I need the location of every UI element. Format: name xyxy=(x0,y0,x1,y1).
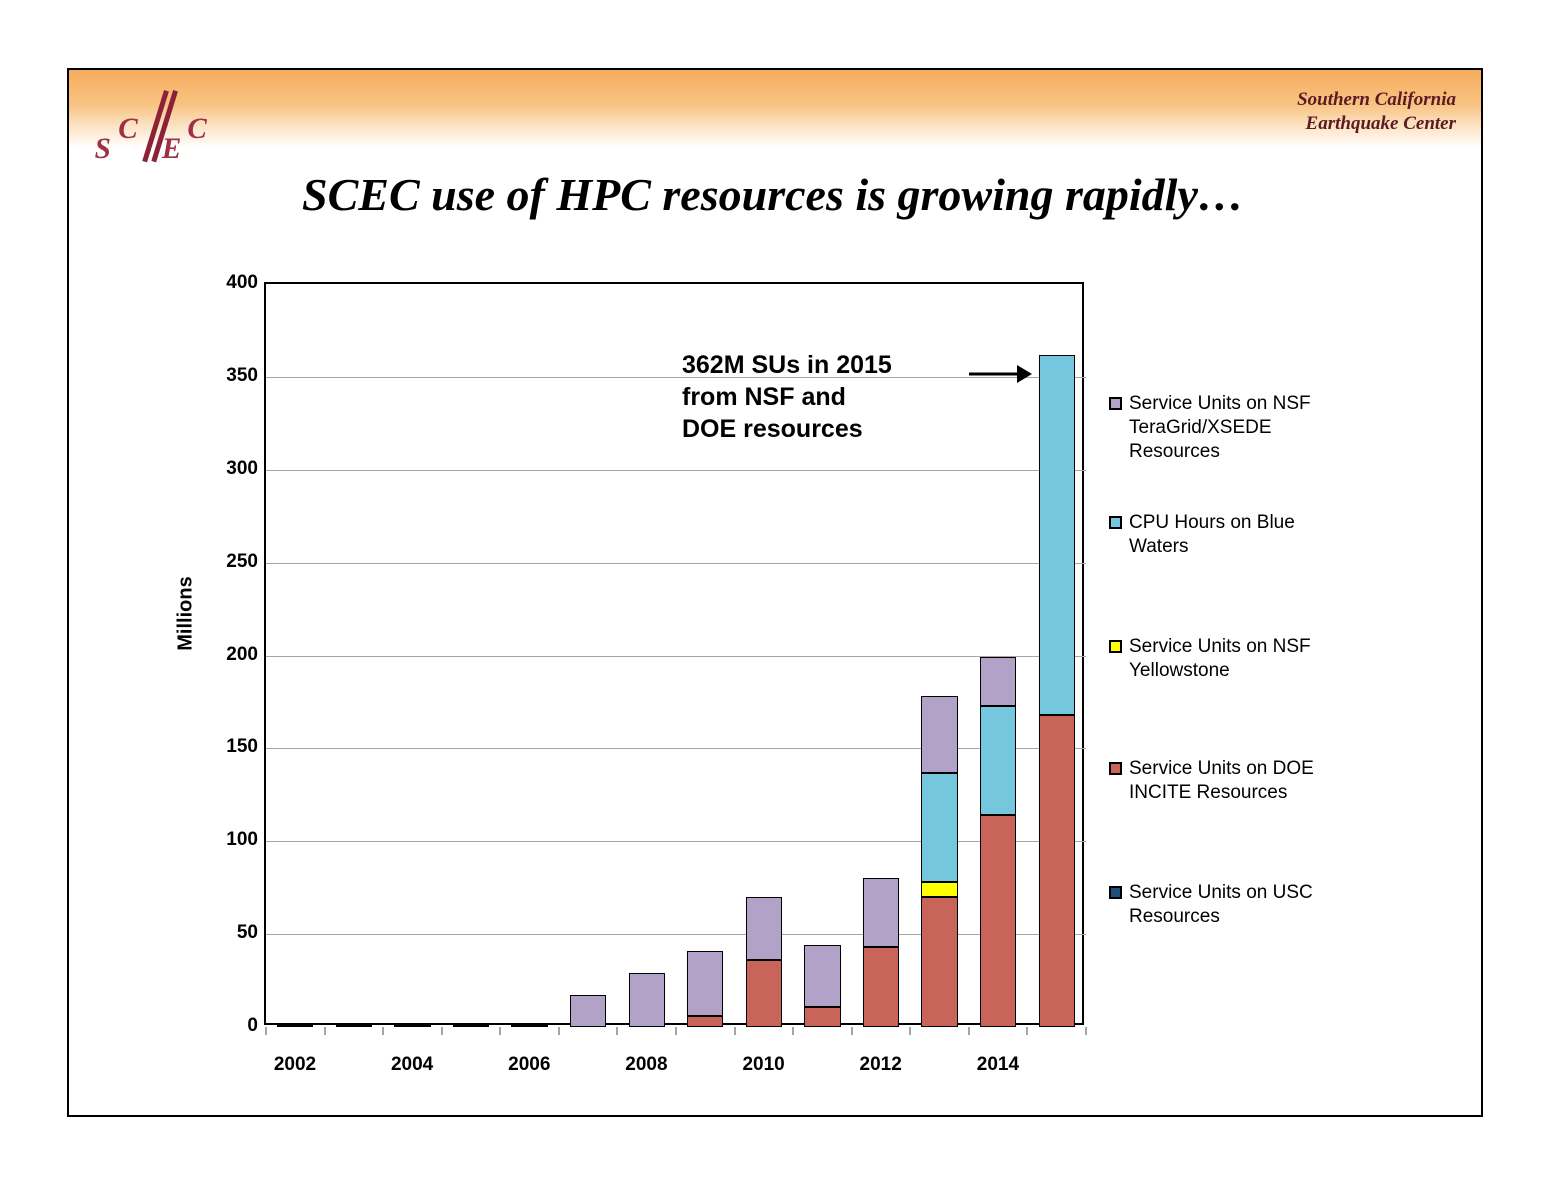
svg-text:S: S xyxy=(95,133,111,165)
svg-text:C: C xyxy=(118,113,138,145)
svg-text:E: E xyxy=(161,133,181,165)
svg-text:C: C xyxy=(187,113,207,145)
